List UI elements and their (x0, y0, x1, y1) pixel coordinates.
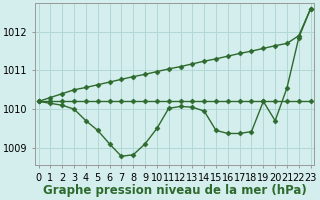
X-axis label: Graphe pression niveau de la mer (hPa): Graphe pression niveau de la mer (hPa) (43, 184, 307, 197)
